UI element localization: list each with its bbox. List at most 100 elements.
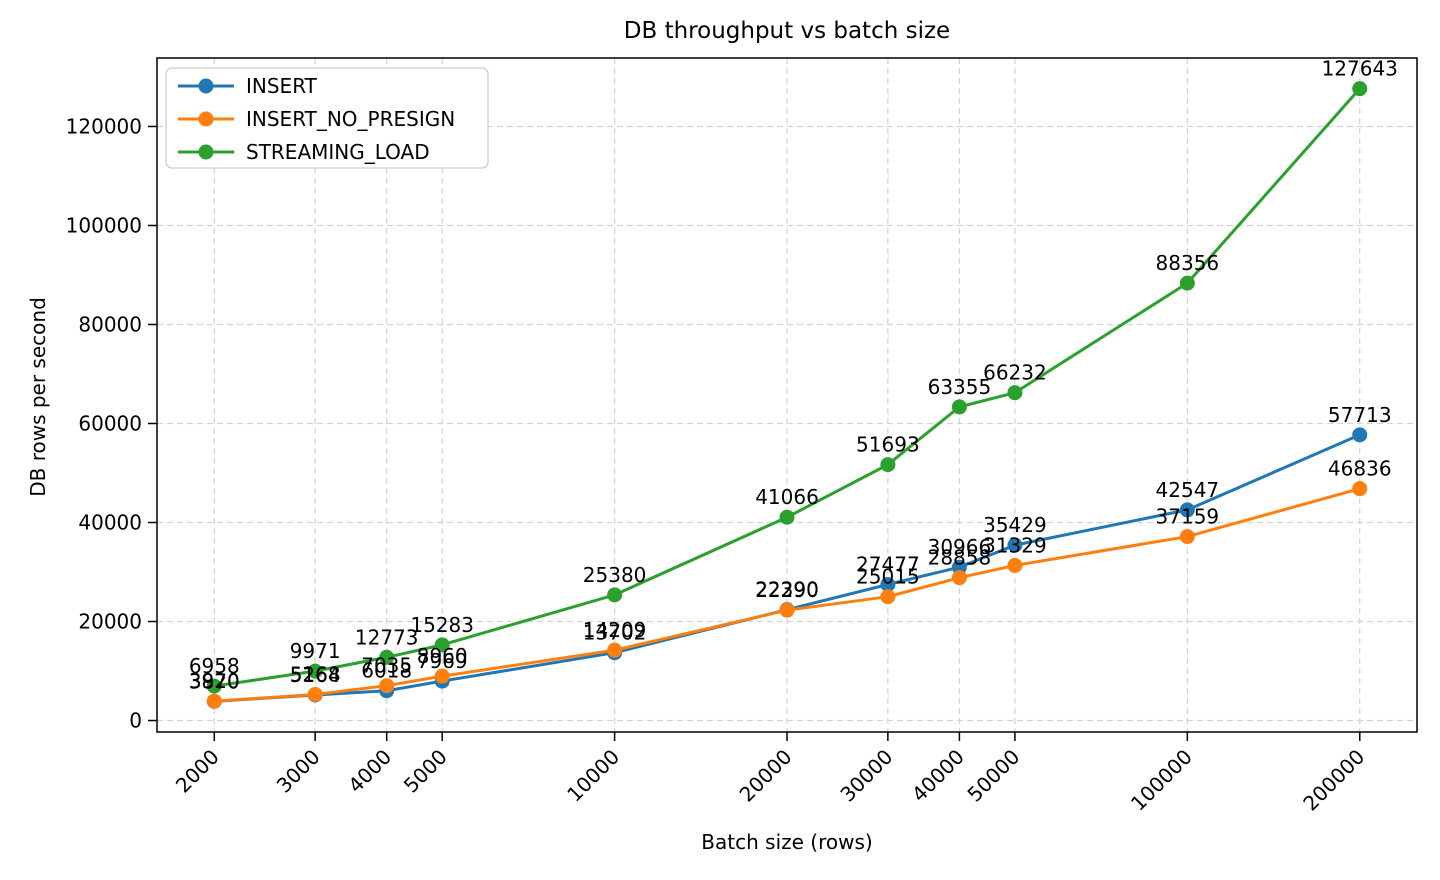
y-tick-label: 20000 (78, 610, 142, 634)
value-label: 9971 (290, 639, 341, 663)
data-point-INSERT (1179, 502, 1195, 518)
x-tick-label: 10000 (562, 745, 624, 807)
legend-marker-icon (198, 78, 214, 94)
y-tick-label: 40000 (78, 511, 142, 535)
data-point-INSERT_NO_PRESIGN (307, 686, 323, 702)
y-tick-label: 0 (129, 709, 142, 733)
data-point-STREAMING_LOAD (307, 663, 323, 679)
data-point-INSERT_NO_PRESIGN (607, 642, 623, 658)
value-label: 6958 (189, 654, 240, 678)
data-point-STREAMING_LOAD (779, 509, 795, 525)
legend-item-STREAMING_LOAD: STREAMING_LOAD (178, 140, 430, 164)
value-label: 57713 (1328, 403, 1392, 427)
data-point-INSERT (1007, 537, 1023, 553)
axis-ticks (148, 125, 1361, 741)
data-point-STREAMING_LOAD (1007, 385, 1023, 401)
data-point-INSERT_NO_PRESIGN (1007, 557, 1023, 573)
value-labels-INSERT_NO_PRESIGN: 3920 5268 7035 8960 14209 22290 25015 288583132… (189, 457, 1392, 693)
data-point-STREAMING_LOAD (379, 649, 395, 665)
legend-marker-icon (198, 111, 214, 127)
value-label: 25015 (856, 565, 920, 589)
x-tick-label: 200000 (1298, 745, 1369, 816)
legend-label: INSERT (246, 74, 318, 98)
value-label: 51693 (856, 433, 920, 457)
value-label: 46836 (1328, 457, 1392, 481)
y-tick-labels: 0 20000 40000 60000 80000 100000 120000 (66, 114, 142, 732)
x-axis-label: Batch size (rows) (701, 830, 873, 854)
value-label: 3870 (189, 669, 240, 693)
y-axis-label: DB rows per second (26, 297, 50, 497)
data-point-INSERT (880, 576, 896, 592)
value-label: 8960 (417, 644, 468, 668)
value-label: 22390 (755, 578, 819, 602)
legend-marker-icon (198, 144, 214, 160)
legend-label: STREAMING_LOAD (246, 140, 430, 164)
value-label: 14209 (583, 618, 647, 642)
x-tick-label: 40000 (907, 745, 969, 807)
y-tick-label: 80000 (78, 312, 142, 336)
chart-title: DB throughput vs batch size (623, 18, 951, 44)
value-label: 35429 (983, 513, 1047, 537)
legend-item-INSERT_NO_PRESIGN: INSERT_NO_PRESIGN (178, 107, 455, 131)
legend-label: INSERT_NO_PRESIGN (246, 107, 455, 131)
legend-box (165, 67, 489, 169)
value-label: 127643 (1322, 57, 1398, 81)
data-point-INSERT (1352, 427, 1368, 443)
value-label: 37159 (1156, 505, 1220, 529)
value-label: 31329 (983, 533, 1047, 557)
legend: INSERT INSERT_NO_PRESIGN STREAMING_LOAD (165, 67, 489, 169)
value-label: 13702 (583, 621, 647, 645)
x-tick-label: 100000 (1126, 745, 1197, 816)
x-tick-label: 4000 (343, 745, 396, 798)
data-point-INSERT (951, 559, 967, 575)
data-point-STREAMING_LOAD (880, 457, 896, 473)
series-STREAMING_LOAD (206, 81, 1368, 694)
data-point-INSERT_NO_PRESIGN (951, 570, 967, 586)
plot-border (156, 57, 1418, 733)
data-point-INSERT_NO_PRESIGN (379, 678, 395, 694)
y-tick-label: 100000 (66, 213, 142, 237)
value-label: 7035 (361, 654, 412, 678)
y-tick-label: 120000 (66, 114, 142, 138)
x-tick-label: 5000 (399, 745, 452, 798)
data-point-INSERT_NO_PRESIGN (434, 668, 450, 684)
value-label: 5164 (290, 663, 341, 687)
value-labels-INSERT: 3870 5164 6018 7969 13702 22390 27477 309663542… (189, 403, 1392, 694)
value-label: 28858 (928, 546, 992, 570)
value-label: 12773 (355, 625, 419, 649)
data-point-STREAMING_LOAD (607, 587, 623, 603)
y-tick-label: 60000 (78, 411, 142, 435)
data-point-INSERT_NO_PRESIGN (1352, 481, 1368, 497)
value-label: 5268 (290, 662, 341, 686)
value-label: 42547 (1156, 478, 1220, 502)
x-tick-label: 20000 (735, 745, 797, 807)
data-point-STREAMING_LOAD (434, 637, 450, 653)
data-point-STREAMING_LOAD (206, 678, 222, 694)
value-label: 88356 (1156, 251, 1220, 275)
value-label: 3920 (189, 669, 240, 693)
data-point-INSERT_NO_PRESIGN (206, 693, 222, 709)
data-point-INSERT_NO_PRESIGN (779, 602, 795, 618)
x-tick-label: 50000 (963, 745, 1025, 807)
value-label: 41066 (755, 485, 819, 509)
value-label: 6018 (361, 659, 412, 683)
x-tick-label: 30000 (835, 745, 897, 807)
value-label: 66232 (983, 361, 1047, 385)
data-point-STREAMING_LOAD (951, 399, 967, 415)
value-label: 27477 (856, 552, 920, 576)
data-point-STREAMING_LOAD (1352, 81, 1368, 97)
data-point-STREAMING_LOAD (1179, 275, 1195, 291)
data-point-INSERT_NO_PRESIGN (1179, 529, 1195, 545)
x-tick-label: 3000 (272, 745, 325, 798)
value-label: 30966 (928, 535, 992, 559)
legend-item-INSERT: INSERT (178, 74, 318, 98)
x-tick-labels: 2000 3000 4000 5000 10000 20000 30000 400005000… (171, 745, 1369, 816)
x-tick-label: 2000 (171, 745, 224, 798)
value-label: 63355 (928, 375, 992, 399)
value-label: 22290 (755, 578, 819, 602)
data-point-INSERT_NO_PRESIGN (880, 589, 896, 605)
value-label: 7969 (417, 649, 468, 673)
